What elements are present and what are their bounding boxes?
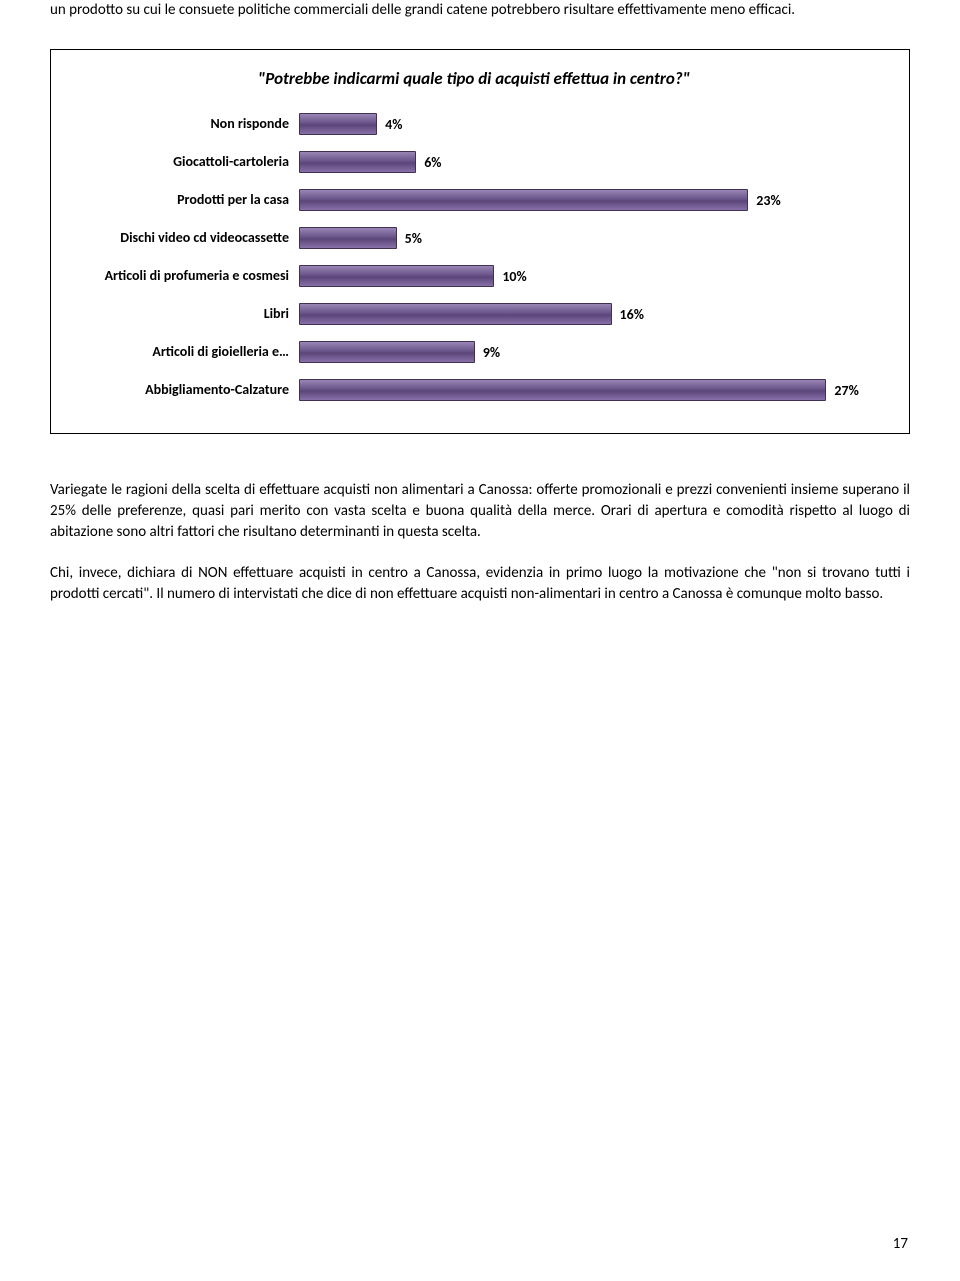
bar-track: 4% bbox=[299, 113, 885, 135]
bar bbox=[299, 227, 397, 249]
bar-value: 6% bbox=[424, 154, 441, 171]
bar-row: Libri 16% bbox=[63, 301, 885, 327]
bar-label: Abbigliamento-Calzature bbox=[63, 382, 299, 397]
chart-container: "Potrebbe indicarmi quale tipo di acquis… bbox=[50, 49, 910, 434]
bar bbox=[299, 379, 826, 401]
bar-label: Non risponde bbox=[63, 116, 299, 131]
bar-label: Dischi video cd videocassette bbox=[63, 230, 299, 245]
bar-track: 27% bbox=[299, 379, 885, 401]
chart-title: "Potrebbe indicarmi quale tipo di acquis… bbox=[63, 68, 885, 89]
bar-row: Non risponde 4% bbox=[63, 111, 885, 137]
bar bbox=[299, 189, 748, 211]
bar-label: Articoli di profumeria e cosmesi bbox=[63, 268, 299, 283]
body-paragraph-2: Variegate le ragioni della scelta di eff… bbox=[50, 480, 910, 543]
bar-row: Articoli di gioielleria e… 9% bbox=[63, 339, 885, 365]
body-paragraph-3: Chi, invece, dichiara di NON effettuare … bbox=[50, 563, 910, 605]
bar bbox=[299, 341, 475, 363]
bar-track: 10% bbox=[299, 265, 885, 287]
bar-track: 5% bbox=[299, 227, 885, 249]
bar-track: 9% bbox=[299, 341, 885, 363]
page-number: 17 bbox=[893, 1235, 908, 1253]
bar bbox=[299, 151, 416, 173]
bar-label: Articoli di gioielleria e… bbox=[63, 344, 299, 359]
intro-paragraph-1: un prodotto su cui le consuete politiche… bbox=[50, 0, 910, 21]
bar-track: 16% bbox=[299, 303, 885, 325]
bar bbox=[299, 265, 494, 287]
bar-row: Giocattoli-cartoleria 6% bbox=[63, 149, 885, 175]
bar-value: 4% bbox=[385, 116, 402, 133]
bar-value: 16% bbox=[620, 306, 644, 323]
bar-value: 5% bbox=[405, 230, 422, 247]
bar-value: 23% bbox=[756, 192, 780, 209]
bar-row: Articoli di profumeria e cosmesi 10% bbox=[63, 263, 885, 289]
bar-value: 27% bbox=[834, 382, 858, 399]
bar-value: 10% bbox=[502, 268, 526, 285]
bar bbox=[299, 303, 612, 325]
bar-row: Prodotti per la casa 23% bbox=[63, 187, 885, 213]
bar-row: Abbigliamento-Calzature 27% bbox=[63, 377, 885, 403]
bar-track: 6% bbox=[299, 151, 885, 173]
bar-row: Dischi video cd videocassette 5% bbox=[63, 225, 885, 251]
bar-label: Prodotti per la casa bbox=[63, 192, 299, 207]
bar-value: 9% bbox=[483, 344, 500, 361]
bar-label: Giocattoli-cartoleria bbox=[63, 154, 299, 169]
bar-track: 23% bbox=[299, 189, 885, 211]
bar bbox=[299, 113, 377, 135]
bar-label: Libri bbox=[63, 306, 299, 321]
